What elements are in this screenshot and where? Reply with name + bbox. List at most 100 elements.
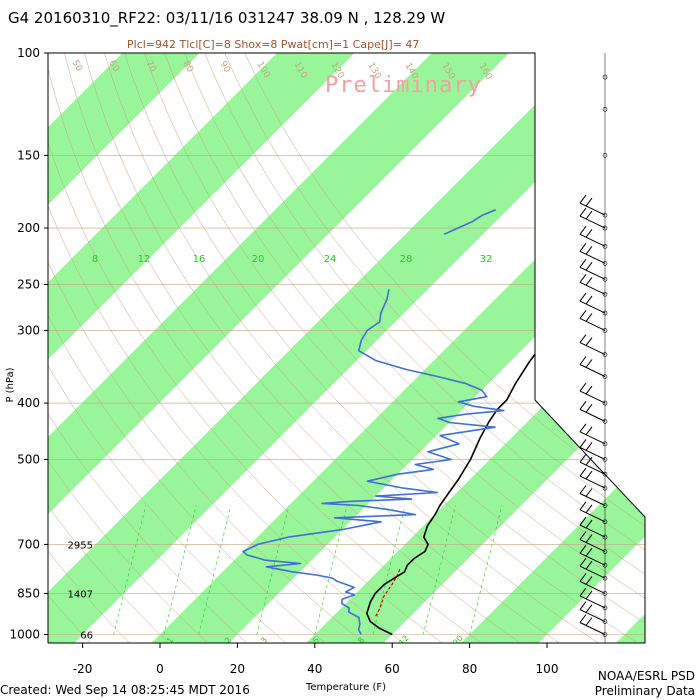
wind-barb-flag — [585, 197, 593, 207]
wind-barb-station — [602, 519, 608, 525]
y-tick-label: 100 — [17, 46, 40, 60]
created-timestamp: Created: Wed Sep 14 08:25:45 MDT 2016 — [0, 683, 250, 697]
mixing-ratio-line — [372, 505, 406, 635]
height-label: 2955 — [68, 540, 93, 551]
mixing-ratio-bottom-label: 1 — [165, 636, 175, 646]
temperature-band — [48, 53, 510, 643]
wind-barb-station — [602, 619, 608, 624]
wind-barb-shaft — [579, 447, 606, 460]
mixing-ratio-bottom-label: 8 — [356, 636, 366, 646]
wind-barb — [579, 557, 608, 581]
wind-barb — [579, 310, 608, 333]
dry-adiabat-line — [124, 53, 644, 643]
temperature-band — [48, 53, 355, 643]
wind-barb-shaft — [579, 565, 606, 579]
wind-barb-shaft — [579, 215, 606, 229]
wind-barb-flag — [585, 590, 593, 600]
wind-barb — [579, 382, 608, 406]
temperature-band — [147, 53, 645, 643]
wind-barb-flag — [585, 404, 593, 413]
wind-barb-flag — [585, 246, 593, 255]
wind-barb-shaft — [579, 266, 606, 280]
wind-barb-flag — [579, 226, 587, 235]
wind-barb-shaft — [579, 233, 606, 247]
wind-barb-flag — [579, 544, 587, 554]
wind-barb-station — [602, 225, 608, 231]
wind-barb-shaft — [579, 408, 606, 422]
dry-adiabat-line — [48, 53, 252, 643]
mixing-ratio-line — [198, 505, 232, 635]
y-tick-label: 250 — [17, 277, 40, 291]
mixing-ratio-top-label: 24 — [324, 254, 337, 265]
wind-barb-station — [602, 503, 608, 508]
temperature-band — [457, 53, 645, 643]
wind-barb-station — [602, 153, 608, 158]
x-tick-label: -20 — [73, 662, 93, 676]
wind-barb-station — [602, 562, 608, 568]
height-labels: 2955 1407 66 — [68, 540, 93, 641]
dry-adiabat-line — [224, 53, 645, 643]
temperature-band — [48, 53, 645, 643]
wind-barb-station — [602, 292, 608, 297]
y-tick-label: 700 — [17, 537, 40, 551]
wind-barb — [579, 601, 608, 624]
dry-adiabat-line — [0, 53, 16, 647]
mixing-ratio-bottom-label: 2 — [223, 636, 233, 646]
wind-barb-station — [602, 419, 608, 424]
y-tick-label: 150 — [17, 148, 40, 162]
mixing-ratio-bottom-label: 20 — [451, 634, 464, 648]
wind-barb-station — [602, 328, 608, 333]
height-label: 66 — [80, 631, 93, 642]
wind-barb-flag — [579, 423, 587, 433]
wind-barb-flag — [579, 334, 587, 343]
wind-barb — [579, 274, 608, 297]
wind-barb-flag — [579, 614, 587, 623]
wind-barb-shaft — [579, 595, 606, 609]
y-tick-label: 850 — [17, 586, 40, 600]
mixing-ratio-top-label: 16 — [193, 254, 206, 265]
wind-barb-flag — [579, 501, 587, 511]
y-axis: 100 150 200 250 300 400 500 700 850 1000 — [9, 46, 48, 642]
watermark: Preliminary — [325, 73, 482, 98]
wind-barb-flag — [579, 439, 587, 448]
wind-barb — [579, 485, 608, 508]
wind-barb-flag — [579, 382, 587, 392]
y-tick-label: 1000 — [9, 628, 40, 642]
wind-barb-station — [602, 107, 608, 112]
dry-adiabats — [0, 53, 645, 647]
y-tick-label: 400 — [17, 396, 40, 410]
wind-barb-flag — [579, 194, 587, 204]
dry-adiabat-line — [48, 53, 291, 643]
x-tick-label: 80 — [462, 662, 477, 676]
wind-barb — [579, 439, 608, 462]
mixing-ratio-line — [469, 505, 503, 635]
wind-barb — [579, 401, 608, 424]
wind-barb — [579, 207, 608, 231]
x-tick-label: 60 — [385, 662, 400, 676]
wind-barb-flag — [579, 467, 587, 477]
wind-barb-flag — [585, 456, 593, 466]
wind-barb-station — [602, 244, 608, 249]
mixing-ratio-line — [163, 505, 197, 635]
wind-barb-station — [602, 549, 608, 554]
dry-adiabat-line — [48, 53, 95, 643]
credit-line-1: NOAA/ESRL PSD — [598, 669, 695, 683]
mixing-ratio-labels: 8 12 16 20 24 28 321 2 3 5 8 12 20 — [92, 254, 493, 648]
wind-barb — [579, 259, 608, 282]
wind-barb-shaft — [579, 581, 606, 594]
parcel-line — [375, 568, 401, 617]
dry-adiabat-line — [48, 53, 409, 643]
wind-barb-flag — [585, 442, 593, 451]
x-tick-label: 20 — [230, 662, 245, 676]
wind-barb — [579, 334, 608, 357]
wind-barb-flag — [585, 426, 593, 436]
wind-barb-shaft — [579, 300, 606, 314]
wind-barb-shaft — [579, 509, 606, 523]
wind-barb-flag — [585, 359, 593, 368]
chart-subtitle: Plcl=942 Tlcl[C]=8 Shox=8 Pwat[cm]=1 Cap… — [127, 38, 419, 51]
wind-barb — [579, 516, 608, 540]
wind-barb — [602, 74, 608, 80]
wind-barb-station — [602, 471, 608, 477]
wind-barb-flag — [585, 488, 593, 497]
